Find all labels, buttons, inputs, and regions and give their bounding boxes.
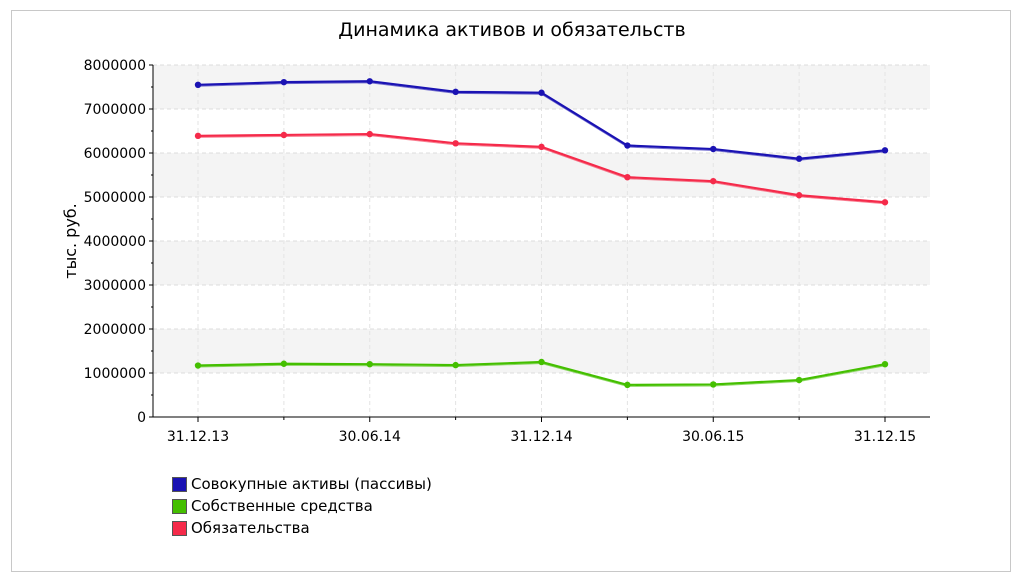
- data-point: [881, 361, 889, 368]
- data-point: [194, 132, 202, 140]
- data-point: [194, 81, 202, 89]
- data-point: [710, 381, 717, 388]
- legend-swatch: [172, 476, 187, 492]
- y-tick-label: 7000000: [84, 102, 146, 118]
- data-point: [366, 361, 373, 368]
- data-point: [538, 143, 545, 151]
- legend: Совокупные активы (пассивы) Собственные с…: [172, 473, 432, 539]
- data-point: [710, 145, 717, 153]
- data-point: [366, 78, 373, 85]
- y-axis-label: тыс. руб.: [61, 203, 80, 279]
- y-tick-label: 3000000: [84, 278, 146, 294]
- data-point: [366, 130, 373, 138]
- data-point: [452, 361, 459, 369]
- data-point: [624, 381, 631, 389]
- legend-label: Собственные средства: [191, 497, 373, 515]
- data-point: [538, 358, 545, 366]
- legend-item: Собственные средства: [172, 495, 432, 517]
- data-point: [881, 147, 889, 154]
- data-point: [881, 199, 889, 206]
- chart-frame: Динамика активов и обязательств 0 1000000…: [11, 10, 1011, 572]
- line-chart: 0 1000000 2000000 3000000 4000000 5000000 6000…: [61, 58, 930, 445]
- y-tick-label: 5000000: [84, 190, 146, 206]
- data-point: [280, 78, 288, 86]
- y-tick-label: 1000000: [84, 366, 146, 382]
- x-tick-label: 31.12.14: [510, 429, 572, 445]
- x-tick-label: 31.12.15: [854, 429, 916, 445]
- data-point: [194, 362, 202, 369]
- y-tick-label: 6000000: [84, 146, 146, 162]
- y-tick-label: 0: [137, 410, 146, 426]
- legend-label: Совокупные активы (пассивы): [191, 475, 432, 493]
- data-point: [280, 131, 288, 139]
- legend-label: Обязательства: [191, 519, 310, 537]
- legend-swatch: [172, 498, 187, 514]
- x-tick-label: 30.06.14: [339, 429, 401, 445]
- y-tick-label: 2000000: [84, 322, 146, 338]
- legend-item: Совокупные активы (пассивы): [172, 473, 432, 495]
- x-tick-label: 31.12.13: [167, 429, 229, 445]
- data-point: [624, 142, 631, 149]
- y-tick-label: 4000000: [84, 234, 146, 250]
- data-point: [710, 177, 717, 185]
- data-point: [452, 140, 459, 147]
- data-point: [624, 174, 631, 181]
- legend-item: Обязательства: [172, 517, 432, 539]
- data-point: [280, 360, 288, 367]
- data-point: [452, 88, 459, 96]
- data-point: [795, 192, 803, 199]
- chart-title: Динамика активов и обязательств: [338, 19, 686, 41]
- legend-swatch: [172, 520, 187, 536]
- data-point: [538, 89, 545, 96]
- data-point: [795, 155, 803, 162]
- x-tick-label: 30.06.15: [682, 429, 744, 445]
- y-tick-label: 8000000: [84, 58, 146, 74]
- data-point: [795, 376, 803, 384]
